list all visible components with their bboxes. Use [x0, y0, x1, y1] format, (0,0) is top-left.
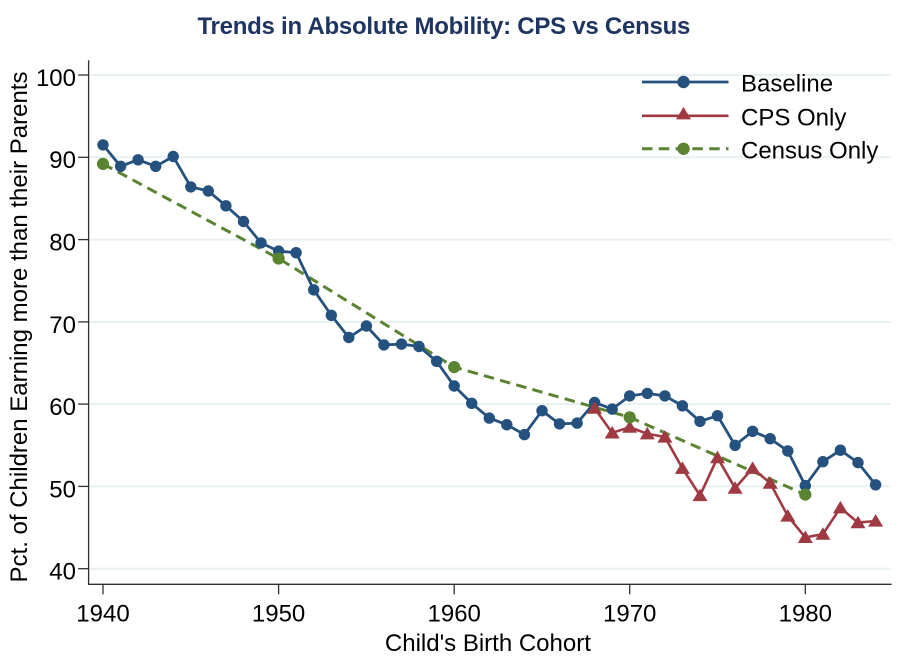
svg-text:100: 100: [36, 65, 76, 92]
svg-text:1980: 1980: [779, 600, 832, 627]
svg-text:Trends in Absolute Mobility: C: Trends in Absolute Mobility: CPS vs Cens…: [197, 13, 690, 40]
svg-text:50: 50: [49, 476, 76, 503]
svg-text:60: 60: [49, 394, 76, 421]
svg-text:Child's Birth Cohort: Child's Birth Cohort: [385, 630, 591, 657]
svg-text:Census Only: Census Only: [741, 137, 878, 164]
svg-text:1970: 1970: [603, 600, 656, 627]
svg-text:80: 80: [49, 230, 76, 257]
svg-text:Baseline: Baseline: [741, 71, 833, 98]
svg-text:1940: 1940: [76, 600, 129, 627]
svg-text:90: 90: [49, 147, 76, 174]
svg-text:40: 40: [49, 559, 76, 586]
svg-text:1960: 1960: [428, 600, 481, 627]
svg-text:Pct. of Children Earning more: Pct. of Children Earning more than their…: [6, 72, 33, 583]
svg-text:70: 70: [49, 312, 76, 339]
svg-text:1950: 1950: [252, 600, 305, 627]
svg-text:CPS Only: CPS Only: [741, 104, 846, 131]
